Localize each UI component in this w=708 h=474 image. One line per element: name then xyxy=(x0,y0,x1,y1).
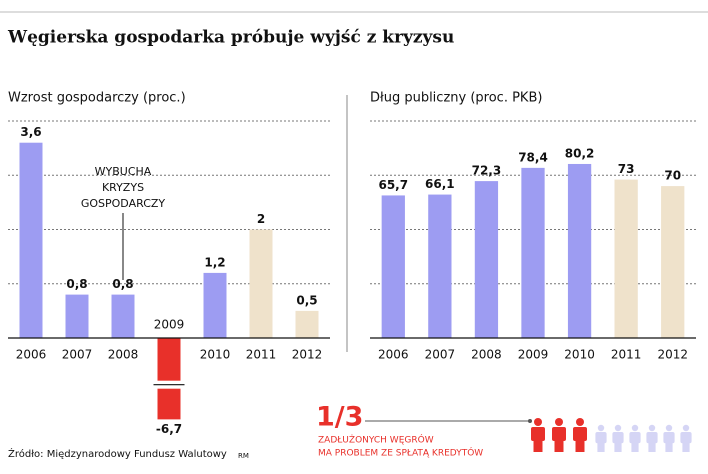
value-label: 66,1 xyxy=(425,177,455,191)
x-tick-label: 2012 xyxy=(292,348,323,362)
people-icons xyxy=(531,418,692,452)
person-head xyxy=(597,424,605,432)
x-tick-label: 2011 xyxy=(611,348,642,362)
value-label: 0,8 xyxy=(112,277,133,291)
x-tick-label: 2011 xyxy=(246,348,277,362)
axis-label: Dług publiczny (proc. PKB) xyxy=(370,91,542,106)
person-body xyxy=(573,427,587,441)
annotation: GOSPODARCZY xyxy=(81,197,166,210)
x-tick-label: 2012 xyxy=(657,348,688,362)
info-line: ZADŁUŻONYCH WĘGRÓW xyxy=(318,434,434,446)
person-legs xyxy=(575,440,585,452)
person-head xyxy=(648,424,656,432)
bar xyxy=(203,272,227,338)
value-label: 0,5 xyxy=(296,293,317,307)
x-tick-label: 2008 xyxy=(471,348,502,362)
person-legs xyxy=(682,442,690,452)
person-body xyxy=(680,432,692,444)
person-body xyxy=(663,432,675,444)
x-tick-label: 2006 xyxy=(16,348,47,362)
value-label: 0,8 xyxy=(66,277,87,291)
value-label: 78,4 xyxy=(518,150,548,164)
person-body xyxy=(612,432,624,444)
value-label: 73 xyxy=(618,162,635,176)
annotation: WYBUCHA xyxy=(95,165,152,178)
source: Źródło: Międzynarodowy Fundusz Walutowy xyxy=(8,447,227,460)
value-label: 72,3 xyxy=(472,164,502,178)
person-head xyxy=(682,424,690,432)
value-label: 80,2 xyxy=(565,146,595,160)
bar xyxy=(157,338,181,420)
bar xyxy=(661,186,685,338)
bar xyxy=(428,194,452,338)
person-legs xyxy=(554,440,564,452)
x-tick-label: 2007 xyxy=(62,348,93,362)
person-body xyxy=(595,432,607,444)
fraction: 1/3 xyxy=(316,402,363,433)
bar xyxy=(65,294,89,338)
bar xyxy=(381,195,405,338)
person-body xyxy=(646,432,658,444)
person-legs xyxy=(631,442,639,452)
bar xyxy=(295,310,319,338)
value-label: 65,7 xyxy=(378,178,408,192)
annotation: KRYZYS xyxy=(102,181,144,194)
value-label: 1,2 xyxy=(204,255,225,269)
person-body xyxy=(531,427,545,441)
person-legs xyxy=(533,440,543,452)
author: RM xyxy=(238,452,249,460)
bar xyxy=(567,163,592,338)
person-legs xyxy=(665,442,673,452)
bar xyxy=(521,167,545,338)
value-label: -6,7 xyxy=(156,422,182,436)
bar xyxy=(19,142,43,338)
person-legs xyxy=(648,442,656,452)
person-head xyxy=(555,418,563,426)
person-body xyxy=(552,427,566,441)
value-label: 3,6 xyxy=(20,125,41,139)
person-head xyxy=(534,418,542,426)
x-tick-label: 2007 xyxy=(425,348,456,362)
value-label: 70 xyxy=(664,169,681,183)
axis-label: Wzrost gospodarczy (proc.) xyxy=(8,91,186,106)
leader-dot xyxy=(528,419,532,423)
x-tick-label: 2009 xyxy=(518,348,549,362)
bar xyxy=(111,294,135,338)
page-title: Węgierska gospodarka próbuje wyjść z kry… xyxy=(7,28,454,48)
person-head xyxy=(614,424,622,432)
bar xyxy=(474,181,499,338)
x-tick-label: 2009 xyxy=(154,318,185,332)
person-legs xyxy=(614,442,622,452)
x-tick-label: 2006 xyxy=(378,348,409,362)
x-tick-label: 2010 xyxy=(200,348,231,362)
x-tick-label: 2008 xyxy=(108,348,139,362)
bar xyxy=(614,179,638,338)
person-head xyxy=(631,424,639,432)
bar xyxy=(249,229,273,338)
person-legs xyxy=(597,442,605,452)
x-tick-label: 2010 xyxy=(564,348,595,362)
value-label: 2 xyxy=(257,212,265,226)
person-head xyxy=(576,418,584,426)
person-body xyxy=(629,432,641,444)
info-line: MA PROBLEM ZE SPŁATĄ KREDYTÓW xyxy=(318,447,483,459)
person-head xyxy=(665,424,673,432)
